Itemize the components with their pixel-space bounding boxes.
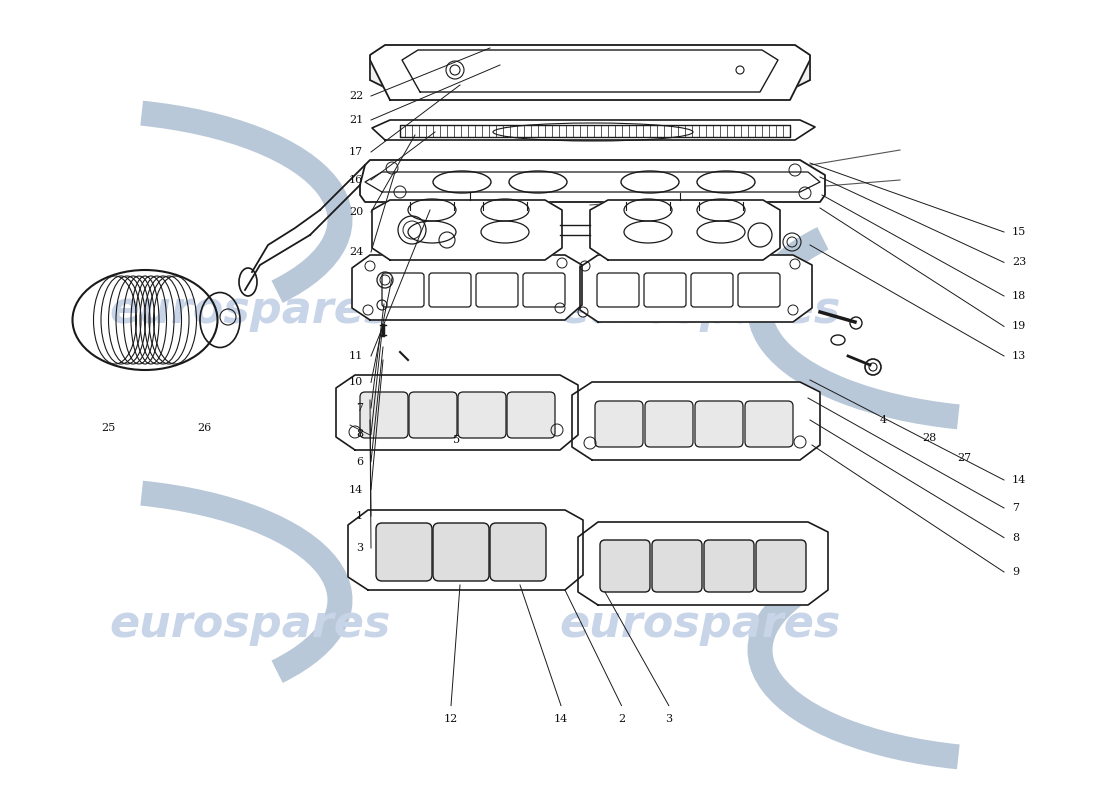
Text: 21: 21 bbox=[349, 115, 363, 125]
Text: 12: 12 bbox=[444, 714, 458, 723]
FancyBboxPatch shape bbox=[645, 401, 693, 447]
Text: 7: 7 bbox=[1012, 503, 1019, 513]
Text: 6: 6 bbox=[356, 457, 363, 466]
Text: eurospares: eurospares bbox=[109, 603, 390, 646]
Polygon shape bbox=[590, 200, 780, 260]
FancyBboxPatch shape bbox=[490, 523, 546, 581]
Text: eurospares: eurospares bbox=[559, 603, 840, 646]
Text: 23: 23 bbox=[1012, 258, 1026, 267]
FancyBboxPatch shape bbox=[376, 523, 432, 581]
Polygon shape bbox=[372, 200, 562, 260]
FancyBboxPatch shape bbox=[704, 540, 754, 592]
Text: 27: 27 bbox=[957, 453, 971, 462]
Polygon shape bbox=[578, 522, 828, 605]
Text: 5: 5 bbox=[453, 435, 460, 445]
Text: 11: 11 bbox=[349, 351, 363, 361]
Text: eurospares: eurospares bbox=[109, 289, 390, 331]
Text: 17: 17 bbox=[349, 147, 363, 157]
Text: 10: 10 bbox=[349, 378, 363, 387]
Text: 14: 14 bbox=[1012, 475, 1026, 485]
FancyBboxPatch shape bbox=[695, 401, 743, 447]
Text: 3: 3 bbox=[356, 543, 363, 553]
Text: 22: 22 bbox=[349, 91, 363, 101]
Text: 28: 28 bbox=[922, 434, 936, 443]
Text: 19: 19 bbox=[1012, 322, 1026, 331]
Text: 1: 1 bbox=[356, 511, 363, 521]
Text: 2: 2 bbox=[618, 714, 625, 723]
Text: 9: 9 bbox=[1012, 567, 1019, 577]
Polygon shape bbox=[336, 375, 578, 450]
Polygon shape bbox=[372, 120, 815, 140]
Polygon shape bbox=[352, 255, 582, 320]
FancyBboxPatch shape bbox=[433, 523, 490, 581]
Text: eurospares: eurospares bbox=[559, 289, 840, 331]
FancyBboxPatch shape bbox=[360, 392, 408, 438]
Text: 3: 3 bbox=[666, 714, 672, 723]
Text: 15: 15 bbox=[1012, 227, 1026, 237]
Text: 26: 26 bbox=[197, 423, 211, 433]
Polygon shape bbox=[580, 255, 812, 322]
FancyBboxPatch shape bbox=[458, 392, 506, 438]
Text: 18: 18 bbox=[1012, 291, 1026, 301]
FancyBboxPatch shape bbox=[507, 392, 556, 438]
Text: 20: 20 bbox=[349, 207, 363, 217]
Polygon shape bbox=[360, 160, 825, 202]
FancyBboxPatch shape bbox=[756, 540, 806, 592]
FancyBboxPatch shape bbox=[652, 540, 702, 592]
Text: 16: 16 bbox=[349, 175, 363, 185]
Text: 8: 8 bbox=[1012, 533, 1019, 542]
Text: 8: 8 bbox=[356, 430, 363, 439]
Polygon shape bbox=[572, 382, 820, 460]
Polygon shape bbox=[348, 510, 583, 590]
FancyBboxPatch shape bbox=[745, 401, 793, 447]
FancyBboxPatch shape bbox=[409, 392, 456, 438]
Polygon shape bbox=[370, 45, 810, 100]
Text: 14: 14 bbox=[554, 714, 568, 723]
FancyBboxPatch shape bbox=[600, 540, 650, 592]
Text: 25: 25 bbox=[101, 423, 116, 433]
Text: 4: 4 bbox=[880, 415, 887, 425]
Text: 13: 13 bbox=[1012, 351, 1026, 361]
Polygon shape bbox=[370, 58, 810, 90]
Text: 24: 24 bbox=[349, 247, 363, 257]
Text: 7: 7 bbox=[356, 403, 363, 413]
Text: 14: 14 bbox=[349, 485, 363, 494]
FancyBboxPatch shape bbox=[595, 401, 644, 447]
